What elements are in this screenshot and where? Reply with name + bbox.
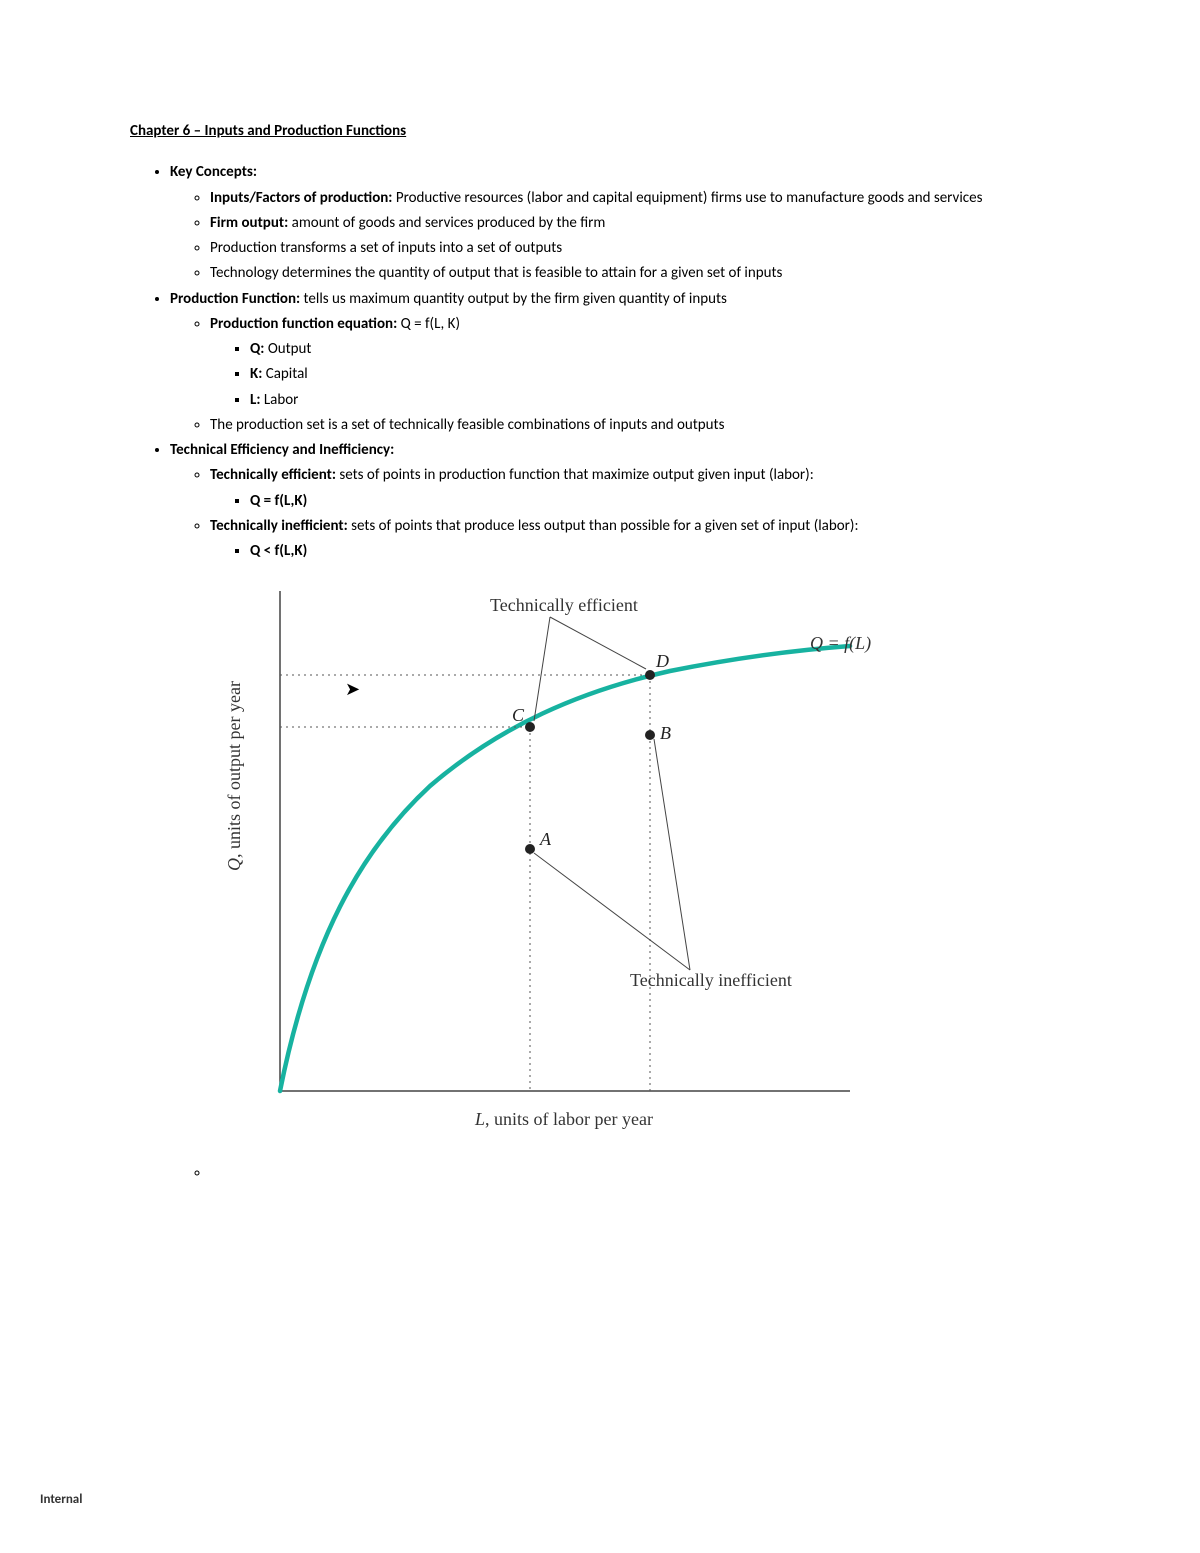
chapter-title: Chapter 6 – Inputs and Production Functi… — [130, 120, 1070, 143]
kc-technology: Technology determines the quantity of ou… — [210, 262, 1070, 285]
footer-label: Internal — [40, 1490, 82, 1510]
prod-fn-eq-label: Production function equation: — [210, 315, 397, 333]
chart-li: Technically efficient Technically ineffic… — [170, 571, 1070, 1159]
var-l-text: Labor — [260, 391, 298, 409]
var-l-label: L: — [250, 391, 260, 409]
svg-text:D: D — [655, 651, 669, 671]
prod-fn-text: tells us maximum quantity output by the … — [300, 290, 727, 308]
prod-set: The production set is a set of technical… — [210, 414, 1070, 437]
kc-inputs-text: Productive resources (labor and capital … — [392, 189, 982, 207]
var-q-label: Q: — [250, 340, 264, 358]
tech-efficient-label: Technically efficient: — [210, 466, 336, 484]
tech-efficient-eq-list: Q = f(L,K) — [250, 490, 1070, 513]
tech-inefficient-eq-list: Q < f(L,K) — [250, 540, 1070, 563]
svg-text:➤: ➤ — [345, 679, 360, 699]
prod-fn-item: Production Function: tells us maximum qu… — [170, 288, 1070, 438]
kc-output-text: amount of goods and services produced by… — [288, 214, 605, 232]
key-concepts-sublist: Inputs/Factors of production: Productive… — [210, 187, 1070, 286]
tech-efficient: Technically efficient: sets of points in… — [210, 464, 1070, 513]
tech-efficient-text: sets of points in production function th… — [336, 466, 814, 484]
kc-output: Firm output: amount of goods and service… — [210, 212, 1070, 235]
tech-eff-sublist: Technically efficient: sets of points in… — [210, 464, 1070, 1162]
kc-transform: Production transforms a set of inputs in… — [210, 237, 1070, 260]
svg-text:Q = f(L): Q = f(L) — [810, 633, 871, 654]
svg-text:L, units of labor per year: L, units of labor per year — [474, 1109, 653, 1129]
var-q-text: Output — [264, 340, 311, 358]
production-chart: Technically efficient Technically ineffic… — [210, 571, 1070, 1159]
var-k: K: Capital — [250, 363, 1070, 386]
svg-text:A: A — [539, 829, 552, 849]
svg-text:C: C — [512, 705, 525, 725]
var-k-label: K: — [250, 365, 262, 383]
prod-fn-vars: Q: Output K: Capital L: Labor — [250, 338, 1070, 412]
prod-fn-heading: Production Function: — [170, 290, 300, 308]
var-k-text: Capital — [262, 365, 307, 383]
prod-fn-eq: Production function equation: Q = f(L, K… — [210, 313, 1070, 412]
key-concepts-item: Key Concepts: Inputs/Factors of producti… — [170, 161, 1070, 285]
svg-text:B: B — [660, 723, 671, 743]
main-list: Key Concepts: Inputs/Factors of producti… — [170, 161, 1070, 1162]
tech-inefficient-text: sets of points that produce less output … — [348, 517, 859, 535]
tech-inefficient: Technically inefficient: sets of points … — [210, 515, 1070, 564]
svg-text:Technically efficient: Technically efficient — [490, 595, 638, 615]
var-q: Q: Output — [250, 338, 1070, 361]
prod-fn-eq-text: Q = f(L, K) — [397, 315, 460, 333]
tech-eff-item: Technical Efficiency and Inefficiency: T… — [170, 439, 1070, 1163]
var-l: L: Labor — [250, 389, 1070, 412]
tech-eff-heading: Technical Efficiency and Inefficiency: — [170, 441, 394, 459]
kc-inputs-label: Inputs/Factors of production: — [210, 189, 392, 207]
key-concepts-heading: Key Concepts: — [170, 163, 257, 181]
prod-fn-sublist: Production function equation: Q = f(L, K… — [210, 313, 1070, 437]
tech-inefficient-label: Technically inefficient: — [210, 517, 348, 535]
kc-inputs: Inputs/Factors of production: Productive… — [210, 187, 1070, 210]
svg-text:Technically inefficient: Technically inefficient — [630, 970, 792, 990]
kc-output-label: Firm output: — [210, 214, 288, 232]
production-chart-svg: Technically efficient Technically ineffic… — [210, 571, 930, 1151]
svg-text:Q, units of output per year: Q, units of output per year — [224, 681, 244, 871]
tech-efficient-eq: Q = f(L,K) — [250, 490, 1070, 513]
tech-inefficient-eq: Q < f(L,K) — [250, 540, 1070, 563]
empty-circle — [210, 1162, 1070, 1163]
